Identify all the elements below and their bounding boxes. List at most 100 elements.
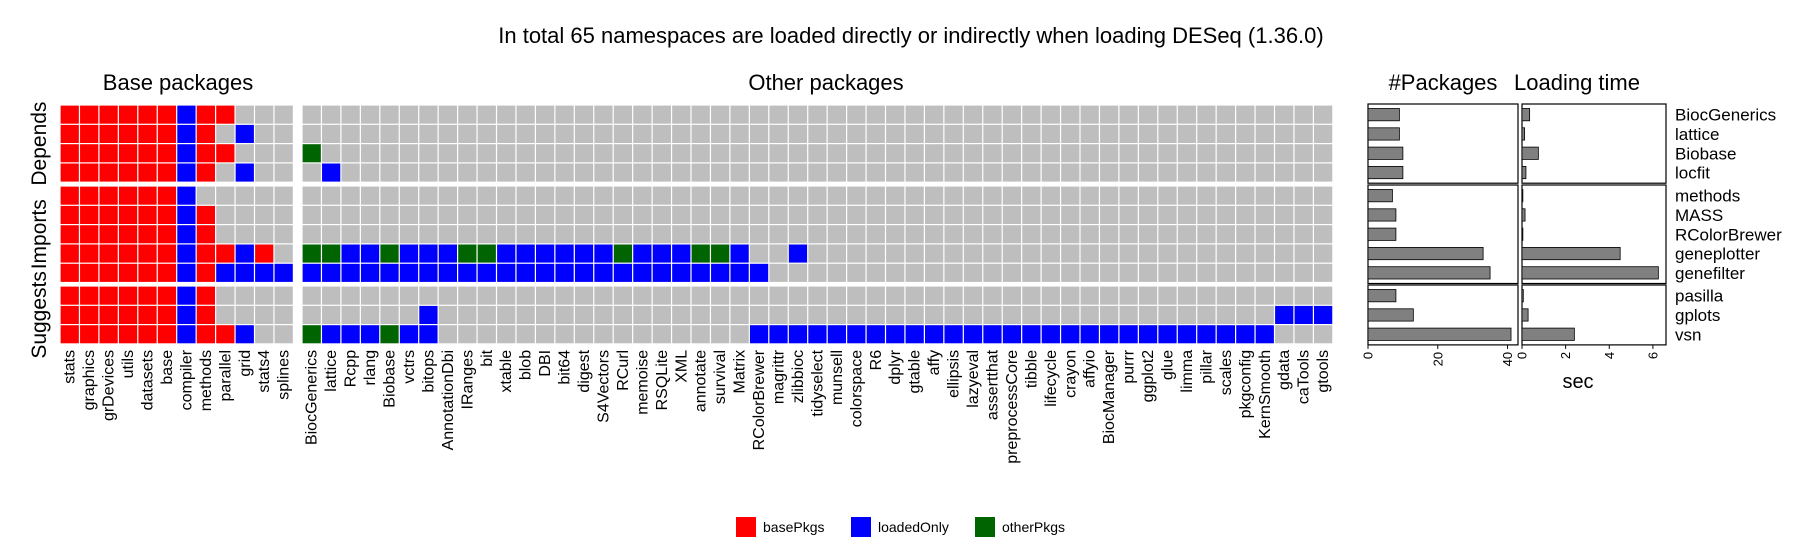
other-cell (1275, 163, 1294, 182)
other-cell (633, 124, 652, 143)
other-cell (1100, 305, 1119, 324)
other-cell (302, 105, 321, 124)
other-cell (555, 186, 574, 205)
other-cell (925, 144, 944, 163)
other-cell (419, 144, 438, 163)
other-cell (458, 263, 477, 282)
other-cell (399, 186, 419, 205)
other-cell (477, 105, 496, 124)
other-cell (1197, 263, 1216, 282)
other-cell (1294, 186, 1313, 205)
other-cell (516, 124, 535, 143)
other-cell (652, 244, 671, 263)
other-cell (1061, 286, 1080, 305)
other-cell (1119, 144, 1138, 163)
other-cell (1080, 263, 1099, 282)
other-cell (1119, 244, 1138, 263)
other-cell (594, 124, 613, 143)
other-cell (399, 124, 419, 143)
base-cell (216, 105, 235, 124)
other-cell (749, 105, 769, 124)
other-cell (1119, 105, 1138, 124)
base-cell (80, 225, 99, 244)
other-cell (886, 225, 905, 244)
other-cell (1080, 105, 1099, 124)
other-cell (438, 163, 457, 182)
other-cell (341, 186, 360, 205)
base-cell (177, 105, 196, 124)
other-cell (536, 305, 555, 324)
other-cell (1119, 163, 1138, 182)
other-cell (769, 205, 788, 224)
other-cell (555, 124, 574, 143)
base-cell (255, 205, 274, 224)
other-cell (983, 144, 1002, 163)
other-cell (827, 325, 846, 344)
other-cell (1216, 124, 1235, 143)
loadtime-tick-label: 4 (1602, 352, 1617, 359)
other-cell (730, 244, 749, 263)
other-cell (477, 225, 496, 244)
other-cell (788, 225, 808, 244)
other-cell (516, 105, 535, 124)
base-cell (196, 124, 215, 143)
base-cell (157, 263, 177, 282)
base-cell (80, 325, 99, 344)
other-cell (1100, 263, 1119, 282)
other-cell (1100, 105, 1119, 124)
other-cell (808, 244, 827, 263)
other-cell (1255, 225, 1274, 244)
other-cell (633, 286, 652, 305)
other-cell (1255, 186, 1274, 205)
other-cell (1294, 263, 1313, 282)
other-cell (1216, 305, 1235, 324)
other-cell (1158, 124, 1177, 143)
base-cell (255, 186, 274, 205)
other-cell (866, 186, 885, 205)
other-cell (1061, 105, 1080, 124)
other-cell (652, 186, 671, 205)
other-cell (1138, 244, 1158, 263)
other-cell (652, 163, 671, 182)
other-cell (1255, 286, 1274, 305)
other-cell (419, 205, 438, 224)
other-cell (944, 225, 963, 244)
other-cell (1236, 144, 1255, 163)
base-cell (138, 244, 157, 263)
other-column-label: AnnotationDbi (440, 350, 457, 451)
other-cell (574, 124, 594, 143)
other-cell (749, 225, 769, 244)
other-cell (1158, 144, 1177, 163)
base-cell (118, 305, 138, 324)
other-cell (1080, 144, 1099, 163)
base-cell (157, 325, 177, 344)
other-cell (769, 244, 788, 263)
other-column-label: BiocGenerics (304, 350, 321, 445)
base-cell (196, 286, 215, 305)
other-cell (1177, 325, 1197, 344)
other-cell (594, 186, 613, 205)
other-cell (769, 163, 788, 182)
other-column-label: IRanges (459, 350, 476, 410)
legend-label: basePkgs (763, 519, 824, 535)
other-cell (808, 305, 827, 324)
base-cell (177, 144, 196, 163)
base-cell (99, 244, 118, 263)
other-cell (749, 163, 769, 182)
other-cell (944, 263, 963, 282)
other-column-label: affyio (1082, 350, 1099, 388)
other-cell (1158, 225, 1177, 244)
other-cell (672, 225, 691, 244)
other-column-label: pillar (1198, 349, 1215, 383)
other-column-label: limma (1179, 350, 1196, 393)
other-column-label: R6 (868, 350, 885, 371)
base-cell (157, 286, 177, 305)
other-cell (652, 105, 671, 124)
other-cell (613, 325, 633, 344)
other-column-label: scales (1218, 350, 1235, 395)
other-cell (925, 325, 944, 344)
other-cell (788, 163, 808, 182)
other-cell (574, 205, 594, 224)
other-column-label: crayon (1062, 350, 1079, 398)
other-cell (1100, 325, 1119, 344)
